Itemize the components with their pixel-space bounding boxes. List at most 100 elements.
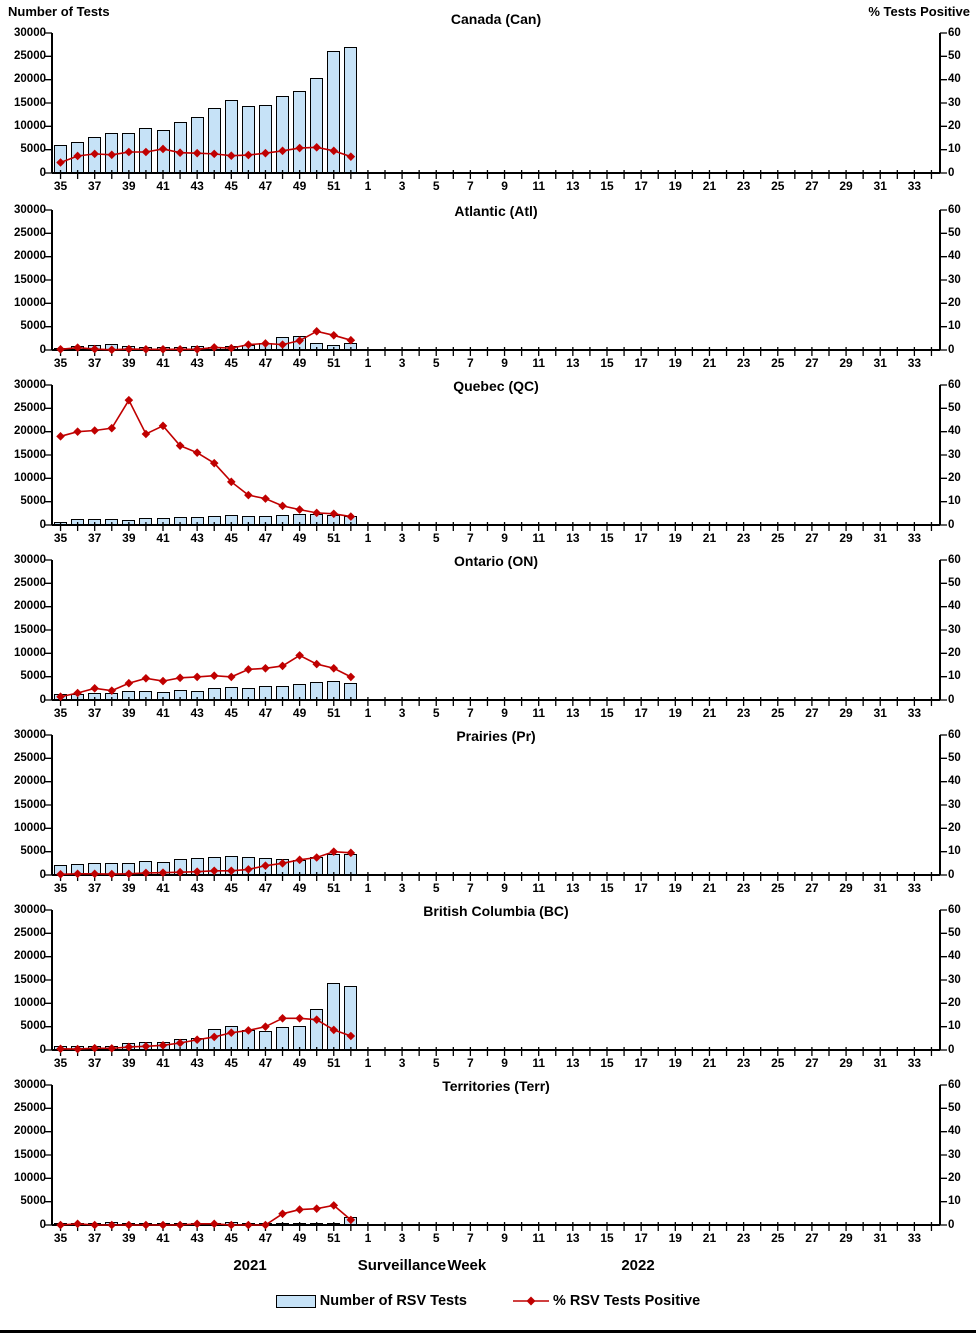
y-axis-label: 20000: [14, 600, 46, 613]
week-label: 41: [156, 1056, 170, 1070]
week-label: 23: [736, 356, 751, 370]
week-label: 27: [805, 1056, 819, 1070]
week-label: 45: [224, 1056, 238, 1070]
week-label: 3: [398, 356, 406, 370]
plot-area-atlantic-atl: Atlantic (Atl): [45, 203, 947, 356]
week-label: 23: [736, 179, 751, 193]
week-label: 35: [53, 881, 68, 895]
week-label: 13: [566, 179, 580, 193]
y-axis-label: 0: [39, 166, 46, 179]
week-label: 23: [736, 706, 751, 720]
week-label: 19: [668, 356, 682, 370]
week-label: 49: [292, 881, 307, 895]
week-label: 43: [190, 706, 204, 720]
week-label: 23: [736, 1231, 751, 1245]
y2-axis-label: 10: [948, 670, 961, 683]
y2-axis-label: 10: [948, 1195, 961, 1208]
week-label: 5: [432, 356, 440, 370]
week-label: 25: [771, 531, 785, 545]
week-label: 37: [88, 1231, 102, 1245]
week-label: 1: [364, 1056, 372, 1070]
week-label: 17: [634, 179, 648, 193]
week-label: 13: [566, 531, 580, 545]
y2-axis-label: 20: [948, 471, 961, 484]
y-axis-label: 5000: [20, 1020, 46, 1033]
panel-title: Quebec (QC): [453, 378, 539, 394]
y2-axis-label: 50: [948, 576, 961, 589]
week-label: 7: [467, 706, 474, 720]
week-label: 1: [364, 1231, 372, 1245]
week-label: 23: [736, 531, 751, 545]
y-axis-label: 20000: [14, 425, 46, 438]
plot-svg: [45, 734, 947, 881]
y-axis-label: 5000: [20, 1195, 46, 1208]
y2-axis-label: 50: [948, 49, 961, 62]
y2-axis-label: 20: [948, 296, 961, 309]
y2-axis-label: 10: [948, 320, 961, 333]
week-label: 45: [224, 881, 238, 895]
week-label: 9: [501, 1231, 508, 1245]
week-label: 3: [398, 1056, 406, 1070]
week-label: 7: [467, 1231, 474, 1245]
week-label: 3: [398, 179, 406, 193]
pct-positive-line: [60, 1017, 352, 1050]
legend-label-pct-positive: % RSV Tests Positive: [552, 1293, 701, 1309]
week-label: 1: [364, 531, 372, 545]
week-label: 41: [156, 179, 170, 193]
week-label: 43: [190, 1056, 204, 1070]
week-label: 49: [292, 706, 307, 720]
pct-positive-line: [60, 654, 352, 698]
y2-axis-label: 60: [948, 553, 961, 566]
week-label: 51: [327, 1056, 341, 1070]
week-label: 23: [736, 881, 751, 895]
week-label: 27: [805, 356, 819, 370]
week-label: 35: [53, 179, 68, 193]
y2-axis-label: 50: [948, 1101, 961, 1114]
y2-axis-label: 30: [948, 973, 961, 986]
week-label: 41: [156, 1231, 170, 1245]
y2-axis-label: 30: [948, 448, 961, 461]
y-axis-label: 5000: [20, 143, 46, 156]
y-axis-label: 25000: [14, 401, 46, 414]
y-axis-label: 30000: [14, 203, 46, 216]
week-label: 5: [432, 1056, 440, 1070]
year-label-right: 2022: [621, 1257, 655, 1274]
plot-area-british-columbia-bc: British Columbia (BC): [45, 903, 947, 1056]
week-label: 3: [398, 881, 406, 895]
week-label: 15: [600, 356, 614, 370]
y-axis-label: 15000: [14, 798, 46, 811]
week-label: 49: [292, 1231, 307, 1245]
axis-ticks: [45, 209, 947, 356]
week-label: 31: [873, 881, 887, 895]
week-label: 1: [364, 706, 372, 720]
week-label: 33: [907, 706, 922, 720]
pct-positive-line: [60, 850, 351, 876]
week-label: 43: [190, 356, 204, 370]
week-label: 27: [805, 706, 819, 720]
y-axis-label: 25000: [14, 49, 46, 62]
y2-axis-label: 20: [948, 996, 961, 1009]
plot-svg: [45, 32, 947, 179]
week-label: 9: [501, 881, 508, 895]
y-axis-label: 5000: [20, 495, 46, 508]
x-axis-footer: 2021 Surveillance Week 2022: [0, 1257, 976, 1283]
week-label: 27: [805, 881, 819, 895]
week-label: 51: [327, 881, 341, 895]
legend: Number of RSV Tests % RSV Tests Positive: [0, 1293, 976, 1309]
panel-atlantic-atl: 30000 25000 20000 15000 10000 5000 0 60 50 40 30 20…: [0, 197, 976, 372]
week-label: 3: [398, 706, 406, 720]
week-label: 15: [600, 531, 614, 545]
week-label: 39: [122, 1056, 136, 1070]
week-labels: 35 37 39 41 43 45 47 49 51 1 3 5 7 9 11 13 15 17 19 21 23 25 2…: [0, 356, 976, 376]
panel-ontario-on: 30000 25000 20000 15000 10000 5000 0 60 50 40 30 20…: [0, 547, 976, 722]
y2-axis-label: 20: [948, 1171, 961, 1184]
week-label: 21: [702, 1056, 717, 1070]
week-label: 45: [224, 179, 238, 193]
week-label: 11: [532, 1056, 546, 1070]
plot-area-quebec-qc: Quebec (QC): [45, 378, 947, 531]
week-label: 31: [873, 531, 887, 545]
panel-title: Territories (Terr): [442, 1078, 550, 1094]
week-label: 3: [398, 531, 406, 545]
week-label: 39: [122, 881, 136, 895]
y2-axis-label: 60: [948, 728, 961, 741]
